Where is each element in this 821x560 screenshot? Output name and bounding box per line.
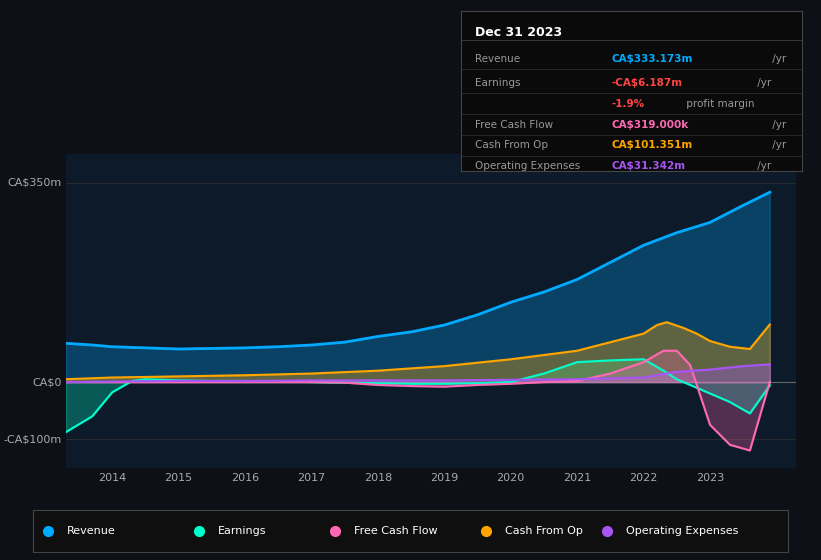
Text: CA$333.173m: CA$333.173m — [612, 54, 693, 64]
Text: -CA$100m: -CA$100m — [4, 434, 62, 444]
Text: Revenue: Revenue — [67, 526, 116, 535]
Text: /yr: /yr — [768, 119, 786, 129]
Text: Operating Expenses: Operating Expenses — [626, 526, 738, 535]
Text: profit margin: profit margin — [683, 99, 754, 109]
Text: Earnings: Earnings — [475, 78, 521, 88]
Text: CA$101.351m: CA$101.351m — [612, 140, 693, 150]
Text: /yr: /yr — [754, 161, 772, 171]
Text: Free Cash Flow: Free Cash Flow — [354, 526, 438, 535]
Text: CA$0: CA$0 — [33, 377, 62, 387]
Text: /yr: /yr — [768, 140, 786, 150]
Text: CA$350m: CA$350m — [7, 178, 62, 188]
Text: CA$31.342m: CA$31.342m — [612, 161, 686, 171]
Text: Free Cash Flow: Free Cash Flow — [475, 119, 553, 129]
Text: Dec 31 2023: Dec 31 2023 — [475, 26, 562, 39]
Text: -CA$6.187m: -CA$6.187m — [612, 78, 682, 88]
Text: /yr: /yr — [754, 78, 772, 88]
Text: CA$319.000k: CA$319.000k — [612, 119, 689, 129]
Text: -1.9%: -1.9% — [612, 99, 644, 109]
Text: Cash From Op: Cash From Op — [475, 140, 548, 150]
Text: Earnings: Earnings — [218, 526, 266, 535]
Text: Cash From Op: Cash From Op — [505, 526, 583, 535]
Text: Operating Expenses: Operating Expenses — [475, 161, 580, 171]
Text: Revenue: Revenue — [475, 54, 521, 64]
Text: /yr: /yr — [768, 54, 786, 64]
